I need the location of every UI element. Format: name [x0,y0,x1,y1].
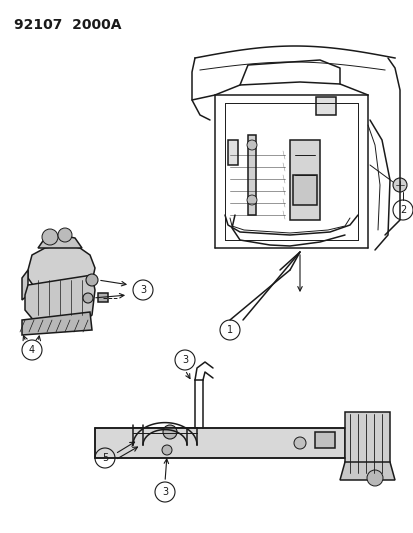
Text: 5: 5 [102,453,108,463]
Polygon shape [28,245,95,297]
Polygon shape [344,412,389,475]
Circle shape [392,178,406,192]
Polygon shape [247,135,255,215]
Polygon shape [228,140,237,165]
Polygon shape [289,140,319,220]
Circle shape [247,195,256,205]
Text: 1: 1 [226,325,233,335]
Polygon shape [292,175,316,205]
Polygon shape [38,235,82,248]
Text: 3: 3 [140,285,146,295]
Circle shape [86,274,98,286]
Circle shape [161,445,171,455]
Polygon shape [22,312,92,335]
Polygon shape [339,462,394,480]
Text: 2: 2 [399,205,405,215]
Polygon shape [315,97,335,115]
Circle shape [247,140,256,150]
Circle shape [163,425,177,439]
Circle shape [366,470,382,486]
Text: 4: 4 [29,345,35,355]
Polygon shape [98,293,108,302]
Circle shape [83,293,93,303]
Text: 3: 3 [161,487,168,497]
Text: 92107  2000A: 92107 2000A [14,18,121,32]
Circle shape [58,228,72,242]
Polygon shape [25,275,95,328]
Circle shape [42,229,58,245]
Text: 3: 3 [181,355,188,365]
Polygon shape [314,432,334,448]
Circle shape [293,437,305,449]
Polygon shape [22,270,28,300]
Polygon shape [95,428,344,458]
